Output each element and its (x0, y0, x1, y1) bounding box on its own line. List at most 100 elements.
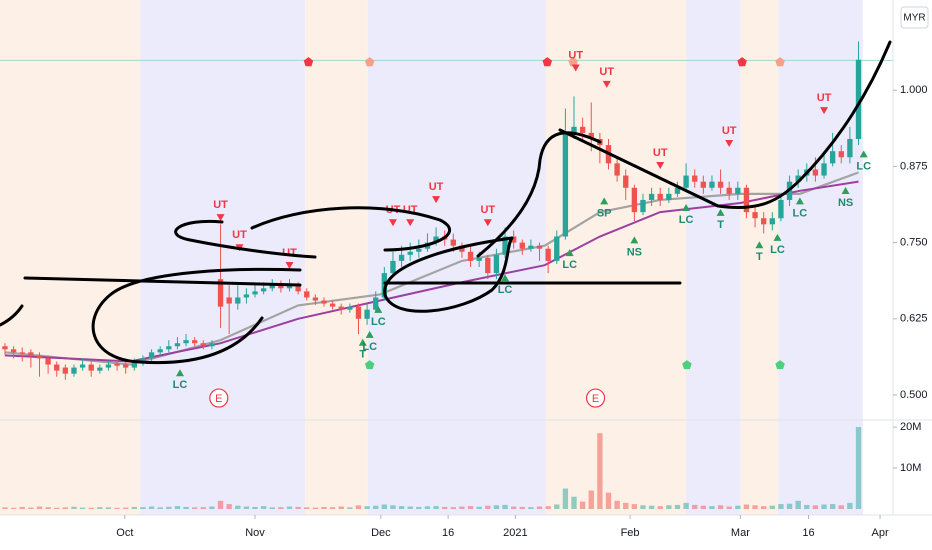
candle-body (28, 352, 34, 356)
volume-bar (235, 505, 241, 509)
volume-bar (476, 506, 482, 509)
drawing-stroke (174, 219, 317, 259)
volume-bar (62, 507, 69, 509)
currency-box[interactable] (900, 6, 929, 29)
volume-bar (528, 507, 534, 509)
volume-bar (778, 504, 784, 509)
annotation-marker (285, 261, 294, 269)
x-tick-label: 16 (802, 527, 814, 539)
candle-body (692, 175, 698, 182)
annotation-label: E (215, 393, 222, 405)
volume-bar (148, 506, 155, 509)
volume-bar (752, 505, 758, 509)
candle-body (304, 291, 310, 298)
volume-bar (123, 507, 129, 509)
volume-bar (260, 506, 267, 509)
candle-body (123, 364, 129, 368)
candle-body (614, 163, 620, 176)
candle-body (855, 59, 862, 139)
candle-body (735, 187, 741, 194)
y-tick-label: 0.875 (900, 160, 928, 172)
annotation-label: LC (362, 341, 377, 353)
volume-bar (485, 505, 491, 509)
volume-bar (36, 506, 43, 509)
annotation-label: NS (627, 246, 642, 258)
candle-body (467, 251, 474, 261)
candle-body (812, 169, 819, 176)
candle-body (476, 257, 482, 261)
signal-marker (737, 57, 747, 67)
candle-body (795, 175, 801, 182)
volume-bar (183, 506, 189, 509)
volume-bar (804, 504, 810, 509)
annotation-marker (656, 162, 665, 170)
volume-bar (855, 427, 862, 509)
candle-body (674, 187, 681, 194)
x-tick-label: Mar (731, 527, 750, 539)
signal-marker (364, 360, 375, 370)
candle-body (683, 175, 689, 188)
annotation-label: NS (838, 197, 853, 209)
x-tick-label: Feb (621, 527, 640, 539)
volume-bar (114, 507, 120, 509)
volume-bar (28, 507, 34, 509)
candle-body (709, 181, 715, 188)
candle-body (36, 355, 43, 359)
volume-tick-label: 20M (900, 421, 921, 433)
candle-body (752, 212, 758, 219)
candle-body (235, 297, 241, 304)
annotation-marker (820, 107, 829, 115)
session-band (740, 0, 779, 515)
candle-body (209, 343, 215, 347)
candle-body (407, 251, 413, 255)
x-tick-label: Apr (872, 527, 889, 539)
annotation-label: UT (817, 92, 832, 104)
annotation-label: UT (232, 229, 247, 241)
annotation-marker (716, 208, 725, 216)
candle-body (183, 340, 189, 344)
candle-body (545, 248, 551, 261)
volume-bar (761, 506, 767, 509)
candle-body (97, 367, 103, 371)
volume-bar (355, 505, 362, 509)
session-band (0, 0, 141, 515)
candle-body (571, 126, 577, 133)
candle-body (485, 257, 491, 274)
annotation-label: E (592, 393, 599, 405)
annotation-marker (565, 249, 574, 257)
annotation-label: SP (597, 207, 612, 219)
y-tick-label: 0.625 (900, 313, 928, 325)
x-tick-label: 2021 (503, 527, 527, 539)
annotation-marker (388, 219, 397, 227)
candle-body (398, 254, 405, 261)
annotation-label: UT (722, 125, 737, 137)
volume-bar (829, 504, 836, 509)
candle-body (226, 297, 232, 304)
candle-body (726, 187, 732, 194)
candle-body (114, 363, 120, 366)
volume-bar (726, 506, 732, 509)
volume-bar (640, 505, 646, 509)
volume-bar (510, 506, 517, 509)
candle-body (295, 285, 301, 292)
session-band (367, 0, 546, 515)
signal-marker (568, 57, 578, 67)
candle-body (631, 187, 638, 213)
y-tick-label: 1.000 (900, 84, 928, 96)
signal-marker (364, 57, 375, 67)
annotation-marker (358, 338, 367, 346)
volume-bar (329, 507, 336, 509)
candle-body (769, 218, 775, 225)
candle-body (338, 306, 344, 310)
candle-body (838, 151, 844, 158)
candle-body (502, 236, 508, 255)
earnings-marker (585, 388, 606, 408)
volume-bar (321, 506, 327, 509)
annotation-label: LC (679, 214, 694, 226)
volume-bar (433, 506, 439, 509)
volume-bar (364, 506, 370, 509)
drawing-stroke (250, 206, 451, 252)
volume-bar (373, 505, 379, 509)
candle-body (200, 343, 206, 347)
drawing-stroke (476, 131, 602, 258)
